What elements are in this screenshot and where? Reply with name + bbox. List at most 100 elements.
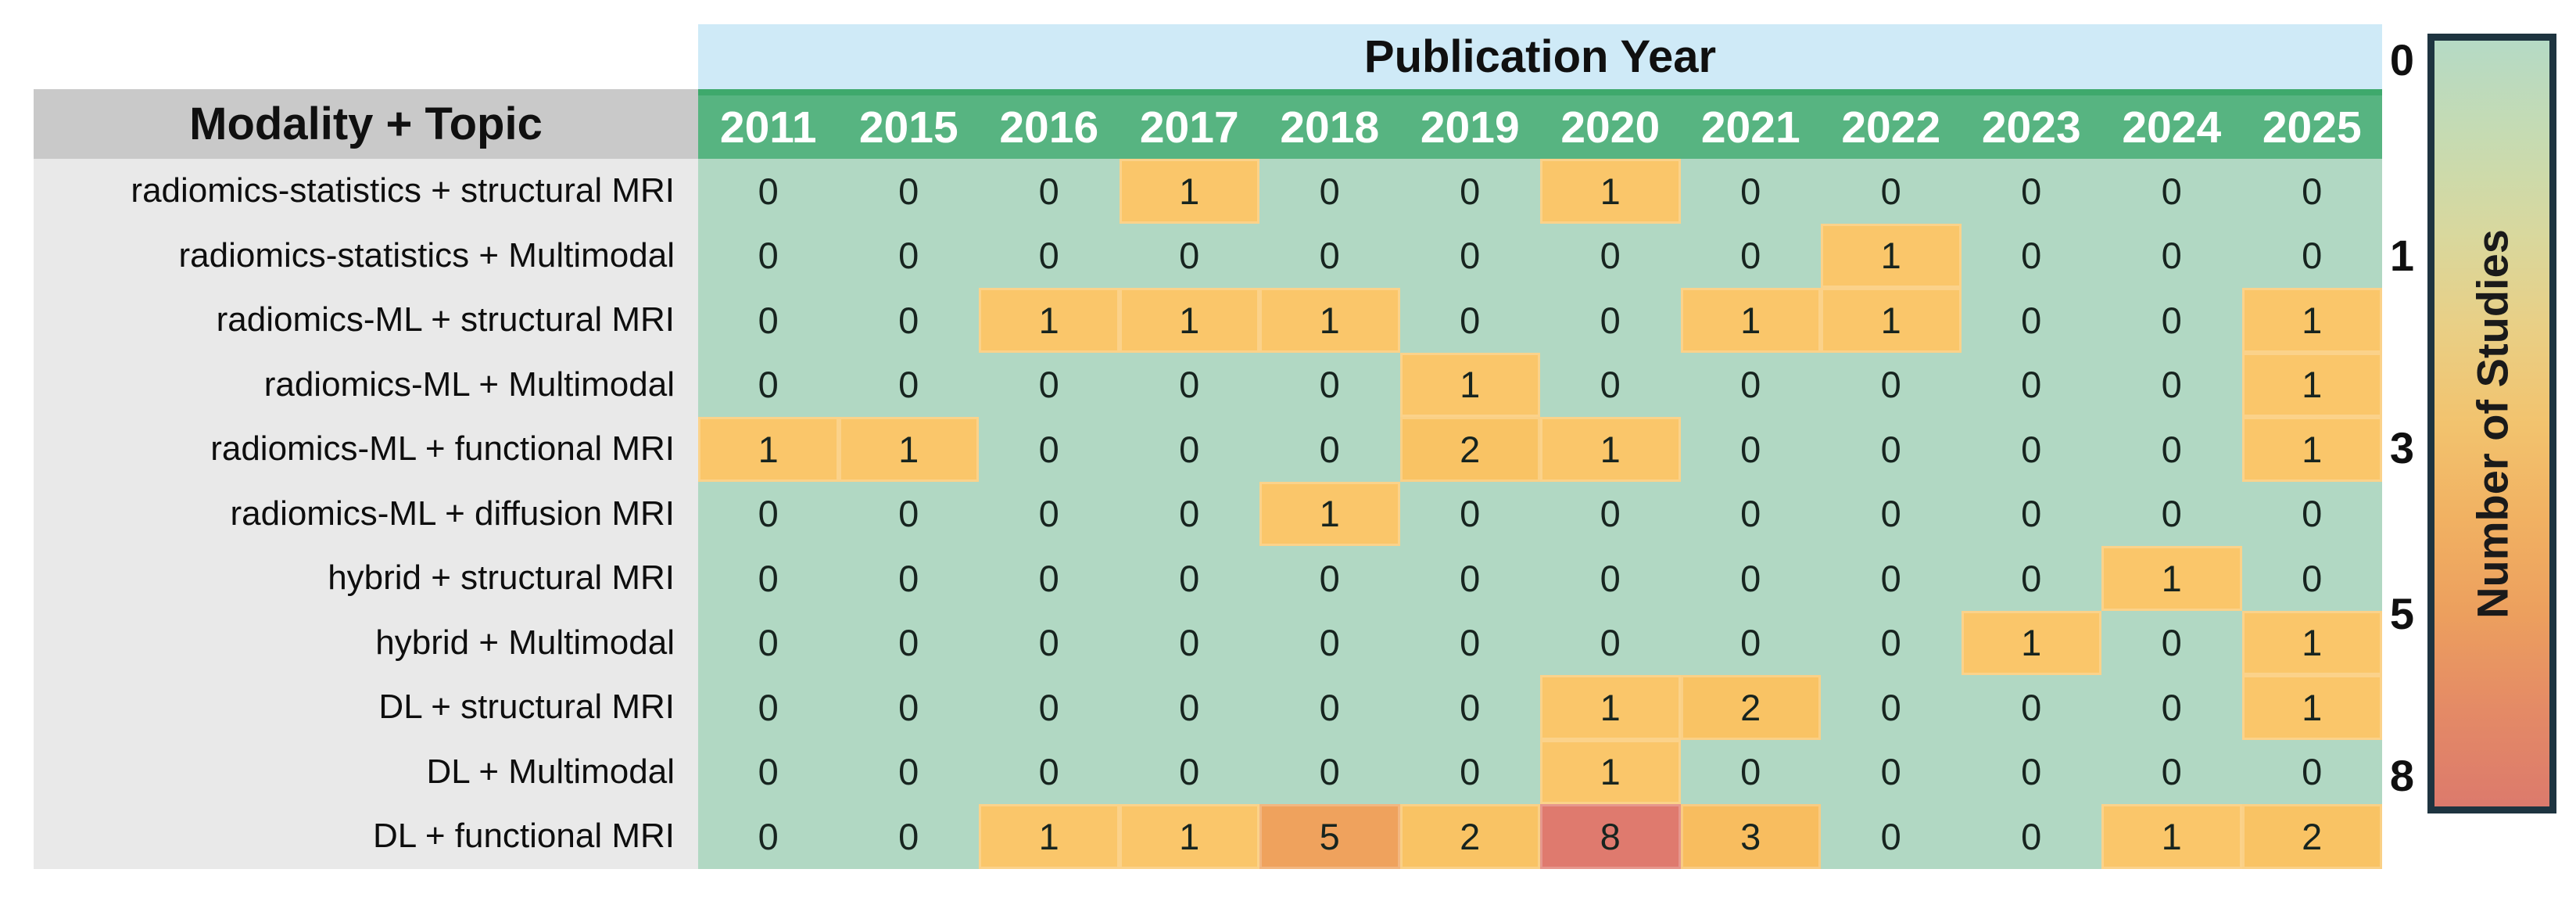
- heatmap-cell: 0: [2241, 739, 2382, 804]
- heatmap-cell: 5: [1259, 804, 1400, 869]
- heatmap-cell: 0: [1961, 675, 2101, 740]
- heatmap-cell: 0: [1119, 546, 1259, 611]
- year-header-cell: 2022: [1841, 102, 1941, 153]
- heatmap-cell: 0: [838, 610, 979, 675]
- heatmap-cell: 0: [1821, 546, 1962, 611]
- modality-topic-header: Modality + Topic: [34, 89, 698, 159]
- heatmap-cell: 0: [1259, 159, 1400, 224]
- heatmap-cell: 0: [838, 546, 979, 611]
- heatmap-cell: 1: [1540, 739, 1681, 804]
- publication-year-title: Publication Year: [1363, 31, 1717, 82]
- heatmap-cell: 0: [1961, 288, 2101, 353]
- heatmap-cell: 0: [1399, 481, 1540, 546]
- heatmap-cell: 0: [698, 481, 839, 546]
- heatmap-cell: 0: [2101, 159, 2242, 224]
- heatmap-cell: 0: [2241, 546, 2382, 611]
- colorbar: Number of Studies: [2427, 34, 2556, 813]
- colorbar-tick: 1: [2389, 231, 2414, 281]
- heatmap-cell: 0: [1259, 352, 1400, 417]
- heatmap-cell: 1: [2241, 610, 2382, 675]
- heatmap-cell: 0: [1961, 223, 2101, 288]
- heatmap-cell: 0: [1399, 675, 1540, 740]
- row-label: DL + Multimodal: [34, 739, 698, 804]
- heatmap-cell: 0: [979, 481, 1120, 546]
- year-header-cell: 2019: [1420, 102, 1520, 153]
- row-label: DL + functional MRI: [34, 804, 698, 869]
- row-label: radiomics-statistics + Multimodal: [34, 223, 698, 288]
- heatmap-cell: 0: [838, 481, 979, 546]
- heatmap-cell: 0: [1259, 675, 1400, 740]
- publication-year-band: Publication Year: [698, 24, 2382, 89]
- heatmap-cell: 0: [2101, 417, 2242, 482]
- heatmap-cell: 0: [1399, 223, 1540, 288]
- heatmap-cell: 1: [1540, 417, 1681, 482]
- heatmap-cell: 3: [1680, 804, 1821, 869]
- row-label: radiomics-ML + Multimodal: [34, 352, 698, 417]
- heatmap-cell: 0: [838, 675, 979, 740]
- year-header-cell: 2025: [2262, 102, 2362, 153]
- heatmap-cell: 0: [838, 804, 979, 869]
- heatmap-cell: 0: [838, 288, 979, 353]
- heatmap-cell: 0: [1259, 739, 1400, 804]
- heatmap-cell: 0: [1259, 417, 1400, 482]
- heatmap-cell: 1: [1259, 288, 1400, 353]
- heatmap-cell: 1: [1119, 804, 1259, 869]
- heatmap-cell: 0: [2101, 481, 2242, 546]
- heatmap-cell: 1: [1540, 675, 1681, 740]
- heatmap-cell: 0: [1119, 352, 1259, 417]
- heatmap-cell: 1: [2241, 417, 2382, 482]
- heatmap-cell: 1: [2241, 288, 2382, 353]
- heatmap-cell: 0: [1821, 610, 1962, 675]
- heatmap-cell: 2: [1680, 675, 1821, 740]
- heatmap-cell: 0: [1961, 481, 2101, 546]
- colorbar-tick: 0: [2389, 34, 2414, 84]
- heatmap-cell: 0: [1119, 610, 1259, 675]
- heatmap-cell: 0: [2241, 159, 2382, 224]
- heatmap-cell: 0: [1961, 352, 2101, 417]
- heatmap-cell: 0: [979, 159, 1120, 224]
- heatmap-cell: 0: [2101, 675, 2242, 740]
- heatmap-cell: 0: [1821, 481, 1962, 546]
- heatmap-cell: 0: [979, 352, 1120, 417]
- heatmap-cell: 0: [1680, 610, 1821, 675]
- heatmap-cell: 0: [1680, 481, 1821, 546]
- modality-topic-title: Modality + Topic: [189, 99, 543, 149]
- heatmap-cell: 8: [1540, 804, 1681, 869]
- heatmap-cell: 0: [1399, 159, 1540, 224]
- heatmap-cell: 1: [1119, 159, 1259, 224]
- heatmap-cell: 0: [838, 223, 979, 288]
- heatmap-cell: 1: [1680, 288, 1821, 353]
- heatmap-cell: 0: [698, 610, 839, 675]
- colorbar-tick: 8: [2389, 751, 2414, 801]
- heatmap-cell: 0: [1119, 417, 1259, 482]
- heatmap-cell: 0: [2101, 288, 2242, 353]
- year-header-row: 2011 2015 2016 2017 2018 2019 2020 2021 2022 2023…: [698, 89, 2382, 159]
- heatmap-cell: 1: [1399, 352, 1540, 417]
- heatmap-cell: 0: [698, 352, 839, 417]
- heatmap-cell: 1: [979, 804, 1120, 869]
- heatmap-cell: 0: [1259, 610, 1400, 675]
- heatmap-cell: 0: [1680, 417, 1821, 482]
- heatmap-cell: 0: [1119, 223, 1259, 288]
- heatmap-cell: 0: [698, 739, 839, 804]
- heatmap-cell: 0: [2101, 352, 2242, 417]
- heatmap-cell: 0: [838, 159, 979, 224]
- heatmap-cell: 0: [1961, 159, 2101, 224]
- heatmap-cell: 1: [1119, 288, 1259, 353]
- heatmap-cell: 1: [2101, 546, 2242, 611]
- heatmap-cell: 0: [838, 739, 979, 804]
- row-label: radiomics-ML + structural MRI: [34, 288, 698, 353]
- year-header-cell: 2018: [1280, 102, 1380, 153]
- heatmap-cell: 0: [1399, 610, 1540, 675]
- heatmap-cell: 0: [1821, 739, 1962, 804]
- heatmap-cell: 2: [1399, 804, 1540, 869]
- heatmap-cell: 0: [1821, 417, 1962, 482]
- year-header-cell: 2017: [1139, 102, 1239, 153]
- heatmap-grid: radiomics-statistics + structural MRI 0 0 0…: [34, 159, 2382, 869]
- heatmap-cell: 0: [1540, 481, 1681, 546]
- heatmap-cell: 1: [2241, 352, 2382, 417]
- heatmap-cell: 0: [1821, 804, 1962, 869]
- row-label: DL + structural MRI: [34, 675, 698, 740]
- row-label: radiomics-ML + diffusion MRI: [34, 481, 698, 546]
- heatmap-cell: 0: [2101, 739, 2242, 804]
